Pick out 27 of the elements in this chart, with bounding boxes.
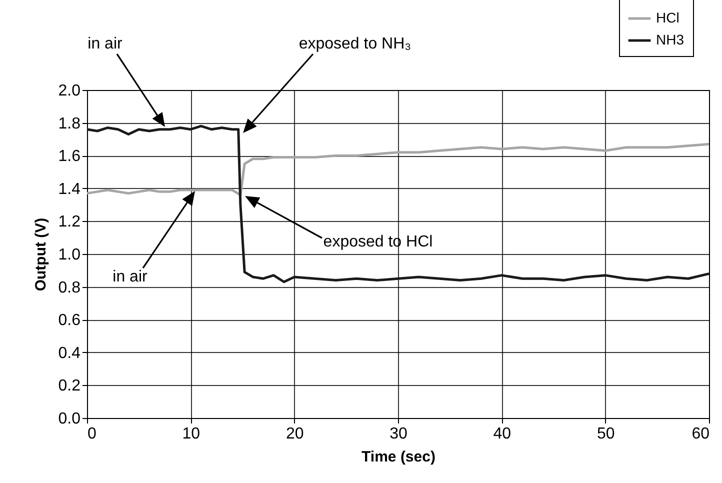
x-tick-label: 20	[286, 426, 304, 442]
x-tick-label: 30	[390, 426, 408, 442]
x-tick-label: 0	[88, 426, 96, 442]
legend-label: HCl	[656, 10, 680, 26]
legend-label: NH3	[656, 32, 684, 48]
y-tick-label: 1.4	[58, 180, 81, 198]
annotation: in air	[112, 268, 148, 286]
x-axis-title: Time (sec)	[362, 448, 436, 466]
y-tick-label: 0.6	[58, 312, 81, 330]
line-series	[86, 142, 710, 196]
y-tick-label: 2.0	[58, 82, 81, 100]
x-tick-label: 10	[182, 426, 200, 442]
x-tick-label: 50	[596, 426, 615, 442]
x-tick-label: 40	[493, 426, 512, 442]
y-tick-label: 0.4	[58, 344, 81, 362]
y-tick-label: 0.8	[58, 279, 81, 296]
text: exposed to NH₃	[298, 36, 412, 52]
y-tick-label: 0.0	[58, 410, 81, 428]
text: in air	[88, 36, 124, 52]
y-tick-label: 1.6	[58, 148, 81, 166]
x-tick-label: 60	[692, 426, 710, 442]
y-tick-label: 1.0	[58, 246, 81, 264]
y-tick-label: 0.2	[58, 378, 81, 395]
y-tick-label: 1.8	[58, 115, 81, 132]
y-tick-label: 1.2	[58, 214, 81, 231]
y-axis-title: Output (V)	[32, 218, 50, 292]
line-series	[86, 124, 710, 284]
